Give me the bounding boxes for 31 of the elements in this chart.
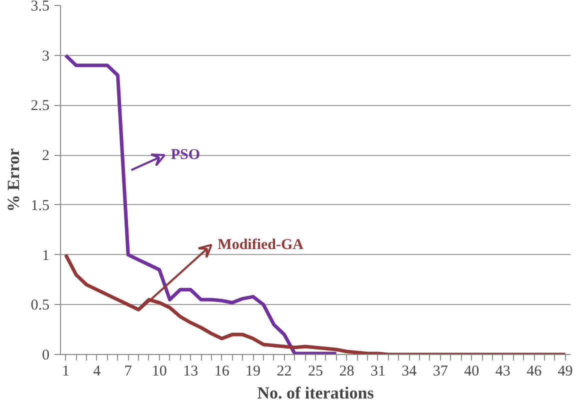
line-series <box>64 253 568 354</box>
x-tick-label: 19 <box>246 364 261 380</box>
y-tick-label: 0 <box>42 348 50 364</box>
x-tick-label: 43 <box>495 364 510 380</box>
y-tick-label: 2.5 <box>30 98 50 114</box>
x-tick-label: 46 <box>526 364 542 380</box>
y-tick-label: 2 <box>42 148 50 164</box>
x-tick-label: 25 <box>308 364 323 380</box>
x-tick-label: 7 <box>124 364 132 380</box>
x-tick-label: 37 <box>432 364 448 380</box>
x-tick-label: 1 <box>62 364 70 380</box>
x-tick-label: 4 <box>93 364 102 380</box>
y-tick-label: 1 <box>42 248 50 264</box>
x-axis-title: No. of iterations <box>257 384 374 402</box>
y-tick-label: 3 <box>42 48 50 64</box>
y-tick-label: 1.5 <box>30 198 50 214</box>
x-tick-label: 13 <box>183 364 198 380</box>
x-tick-label: 10 <box>152 364 167 380</box>
annotation: Modified-GA <box>218 236 304 253</box>
x-tick-label: 34 <box>402 364 418 380</box>
x-tick-label: 28 <box>339 364 354 380</box>
y-axis-title: % Error <box>4 148 23 212</box>
x-tick-label: 22 <box>276 364 292 380</box>
y-tick-label: 0.5 <box>30 298 50 314</box>
x-tick-label: 31 <box>370 364 386 380</box>
line-series <box>64 54 338 354</box>
y-tick-label: 3.5 <box>30 0 50 14</box>
x-tick-label: 16 <box>214 364 230 380</box>
x-tick-label: 49 <box>558 364 573 380</box>
x-tick-label: 40 <box>464 364 480 380</box>
annotation: PSO <box>170 147 200 164</box>
